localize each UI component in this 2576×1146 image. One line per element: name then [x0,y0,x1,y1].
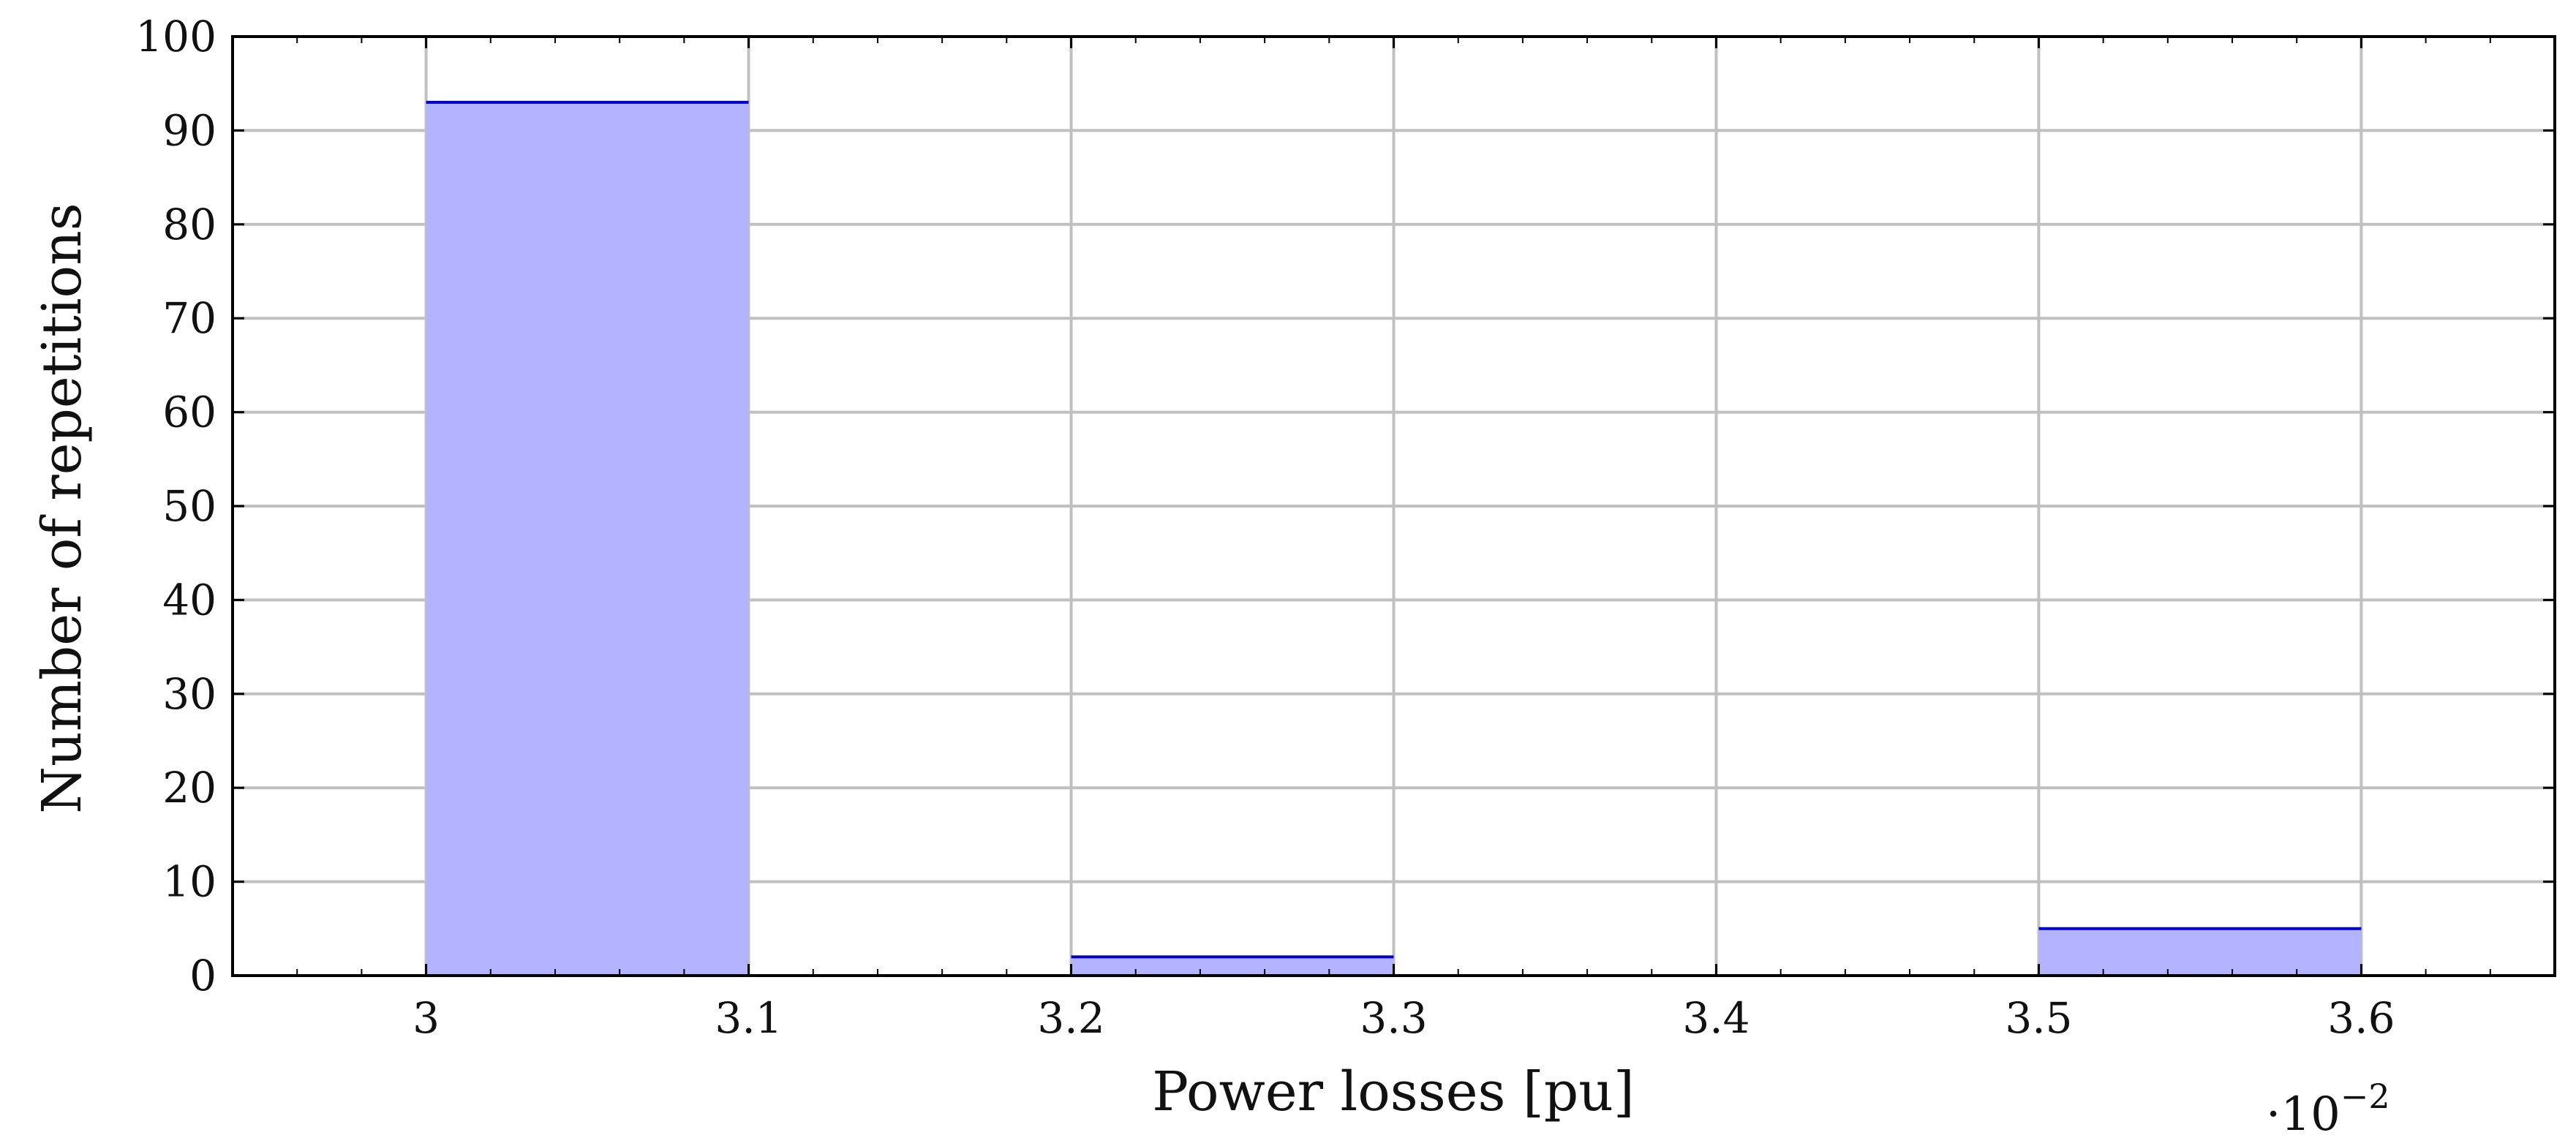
x-tick-label: 3.1 [715,993,782,1043]
x-tick-label: 3.4 [1682,993,1750,1043]
histogram-bar [2038,928,2362,976]
y-tick-label: 30 [162,669,216,719]
y-tick-label: 80 [162,200,216,249]
y-tick-label: 90 [162,105,216,155]
labels-layer: Power losses [pu] Number of repetitions … [31,203,2390,1142]
x-tick-label: 3.6 [2327,993,2395,1043]
y-tick-label: 10 [162,857,216,907]
x-tick-label: 3.2 [1037,993,1104,1043]
x-scale-base: ·10 [2266,1087,2340,1142]
y-tick-label: 50 [162,481,216,531]
y-tick-label: 60 [162,388,216,437]
x-tick-label: 3.3 [1360,993,1427,1043]
y-tick-label: 70 [162,293,216,343]
y-axis-label: Number of repetitions [31,203,94,813]
x-tick-label: 3.5 [2005,993,2072,1043]
x-tick-label: 3 [413,993,440,1043]
y-tick-label: 100 [135,12,216,61]
y-tick-label: 20 [162,763,216,813]
x-axis-label: Power losses [pu] [1152,1060,1635,1123]
x-scale-exponent: −2 [2340,1077,2390,1116]
y-tick-label: 0 [189,951,216,1000]
ticks-layer: 3 3.1 3.2 3.3 3.4 3.5 3.6 0 10 20 30 40 50 60 70 80 90 10… [135,12,2556,1043]
histogram-bar [1071,957,1394,976]
x-scale-note: ·10−2 [2266,1077,2390,1142]
bars-layer [426,100,2362,976]
histogram-bar [426,102,749,976]
y-tick-label: 40 [162,575,216,625]
